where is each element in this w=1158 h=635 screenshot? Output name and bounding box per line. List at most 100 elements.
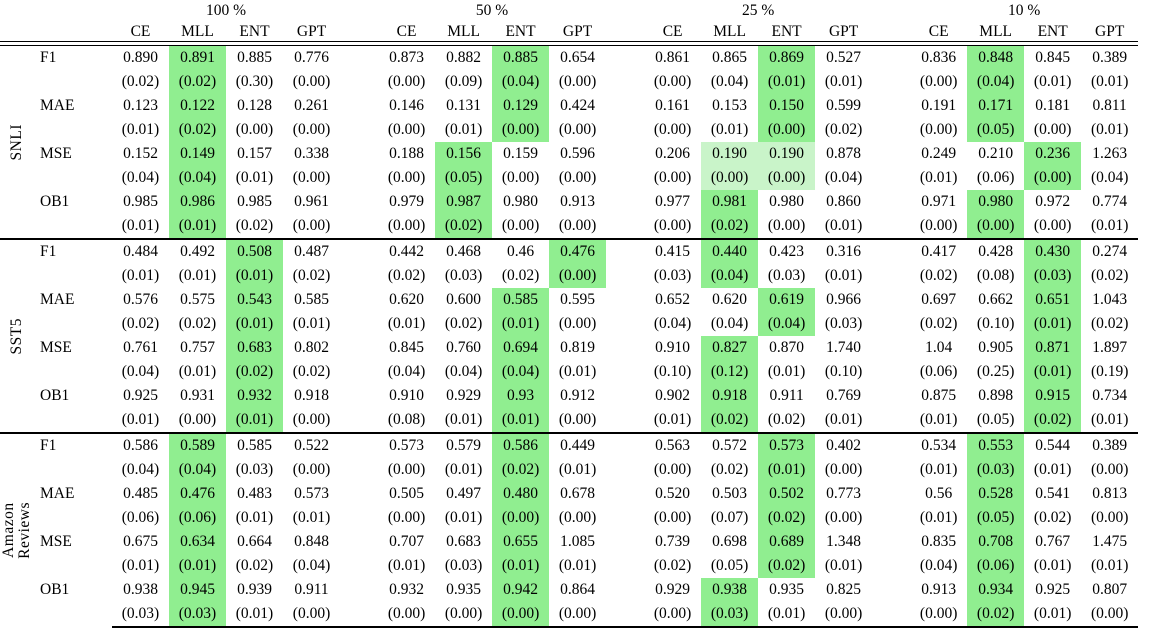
value-cell: 0.911: [294, 581, 329, 598]
column-header-row: CE MLL ENT GPT CE MLL ENT GPT CE MLL ENT GPT CE MLL EN…: [0, 22, 1139, 42]
column-gap-spacer: [340, 336, 379, 360]
std-cell: (0.06): [919, 363, 958, 380]
std-cell: (0.02): [501, 267, 540, 284]
std-cell: (0.02): [235, 557, 274, 574]
corner-spacer: [0, 0, 112, 22]
value-cell: 0.885: [492, 45, 550, 70]
column-header-ce: CE: [644, 22, 702, 42]
column-header-gpt: GPT: [549, 22, 607, 42]
column-gap-spacer: [872, 94, 911, 118]
column-group-header: 100 %: [206, 2, 247, 19]
std-cell: (0.00): [387, 461, 426, 478]
value-cell: 0.934: [967, 578, 1025, 602]
value-cell: 0.825: [826, 581, 862, 598]
std-cell: (0.00): [1090, 509, 1129, 526]
std-cell: (0.05): [976, 411, 1015, 428]
value-cell: 0.316: [815, 238, 873, 264]
column-group-header: 25 %: [741, 2, 775, 19]
std-row: (0.02) (0.02) (0.30) (0.00) (0.00) (0.09) (0.0…: [0, 70, 1138, 94]
value-cell: 0.912: [560, 387, 595, 404]
std-cell: (0.01): [226, 602, 283, 628]
value-cell: 0.156: [435, 142, 493, 166]
column-gap-spacer: [606, 264, 645, 288]
std-cell: (0.10): [824, 363, 863, 380]
results-table: 100 % 50 % 25 % 10 % CE MLL ENT GPT CE MLL ENT GPT C…: [0, 0, 1139, 628]
column-gap-spacer: [872, 384, 911, 408]
column-header-gpt: GPT: [815, 22, 873, 42]
value-cell: 0.428: [967, 238, 1025, 264]
std-cell: (0.03): [767, 267, 806, 284]
column-gap-spacer: [340, 384, 379, 408]
std-cell: (0.01): [824, 267, 863, 284]
std-cell: (0.02): [767, 411, 806, 428]
value-cell: 0.122: [169, 94, 226, 118]
std-cell: (0.00): [815, 602, 873, 628]
value-cell: 0.910: [655, 339, 691, 356]
std-cell: (0.02): [292, 267, 331, 284]
std-cell: (0.02): [492, 458, 550, 482]
std-cell: (0.01): [178, 267, 217, 284]
std-cell: (0.00): [653, 217, 692, 234]
std-cell: (0.04): [710, 73, 749, 90]
value-cell: 0.871: [1024, 336, 1082, 360]
value-cell: 0.152: [123, 145, 158, 162]
std-cell: (0.01): [169, 554, 226, 578]
std-cell: (0.00): [758, 166, 816, 190]
value-cell: 0.845: [1035, 49, 1071, 66]
std-cell: (0.01): [1033, 557, 1072, 574]
value-cell: 0.620: [389, 291, 424, 308]
metric-label-ob1: OB1: [40, 193, 70, 210]
column-gap-spacer: [872, 214, 911, 239]
column-gap-spacer: [606, 360, 645, 384]
value-cell: 0.181: [1035, 97, 1071, 114]
value-cell: 1.897: [1092, 339, 1128, 356]
value-cell: 0.492: [169, 238, 226, 264]
value-cell: 0.935: [769, 581, 805, 598]
value-cell: 0.683: [226, 336, 283, 360]
value-cell: 0.586: [492, 432, 550, 458]
std-cell: (0.04): [701, 264, 759, 288]
column-gap-spacer: [606, 288, 645, 312]
value-cell: 0.573: [294, 485, 329, 502]
std-cell: (0.04): [169, 458, 226, 482]
std-cell: (0.01): [444, 509, 483, 526]
metric-label-ob1: OB1: [40, 387, 70, 404]
std-cell: (0.01): [387, 315, 426, 332]
value-cell: 0.573: [758, 432, 816, 458]
std-cell: (0.01): [558, 461, 597, 478]
column-gap-spacer: [340, 45, 379, 70]
value-cell: 0.773: [826, 485, 862, 502]
value-cell: 0.157: [237, 145, 272, 162]
column-gap-spacer: [606, 578, 645, 602]
value-cell: 0.274: [1081, 238, 1139, 264]
metric-label-f1: F1: [34, 432, 112, 482]
value-cell: 0.585: [294, 291, 329, 308]
dataset-label-amazon-reviews: Amazon Reviews: [0, 432, 34, 627]
std-cell: (0.02): [169, 70, 226, 94]
value-cell: 0.675: [123, 533, 158, 550]
std-cell: (0.07): [710, 509, 749, 526]
std-cell: (0.01): [492, 312, 550, 336]
std-cell: (0.00): [558, 411, 597, 428]
value-cell: 1.043: [1092, 291, 1128, 308]
value-cell: 0.865: [712, 49, 748, 66]
column-group-header: 10 %: [1008, 2, 1041, 19]
value-cell: 0.502: [758, 482, 816, 506]
std-cell: (0.01): [1090, 121, 1129, 138]
std-cell: (0.30): [235, 73, 274, 90]
std-cell: (0.00): [292, 461, 331, 478]
value-cell: 0.929: [655, 581, 691, 598]
value-cell: 0.873: [389, 49, 424, 66]
value-cell: 1.475: [1092, 533, 1128, 550]
std-cell: (0.08): [387, 411, 426, 428]
std-cell: (0.00): [492, 118, 550, 142]
std-cell: (0.04): [169, 166, 226, 190]
column-gap-spacer: [606, 530, 645, 554]
std-cell: (0.02): [710, 461, 749, 478]
std-cell: (0.01): [226, 264, 283, 288]
column-gap-spacer: [872, 288, 911, 312]
std-cell: (0.01): [919, 411, 958, 428]
value-cell: 1.085: [560, 533, 595, 550]
value-row: MAE 0.485 0.476 0.483 0.573 0.505 0.497 0.480 0.…: [0, 482, 1138, 506]
value-cell: 0.931: [180, 387, 215, 404]
